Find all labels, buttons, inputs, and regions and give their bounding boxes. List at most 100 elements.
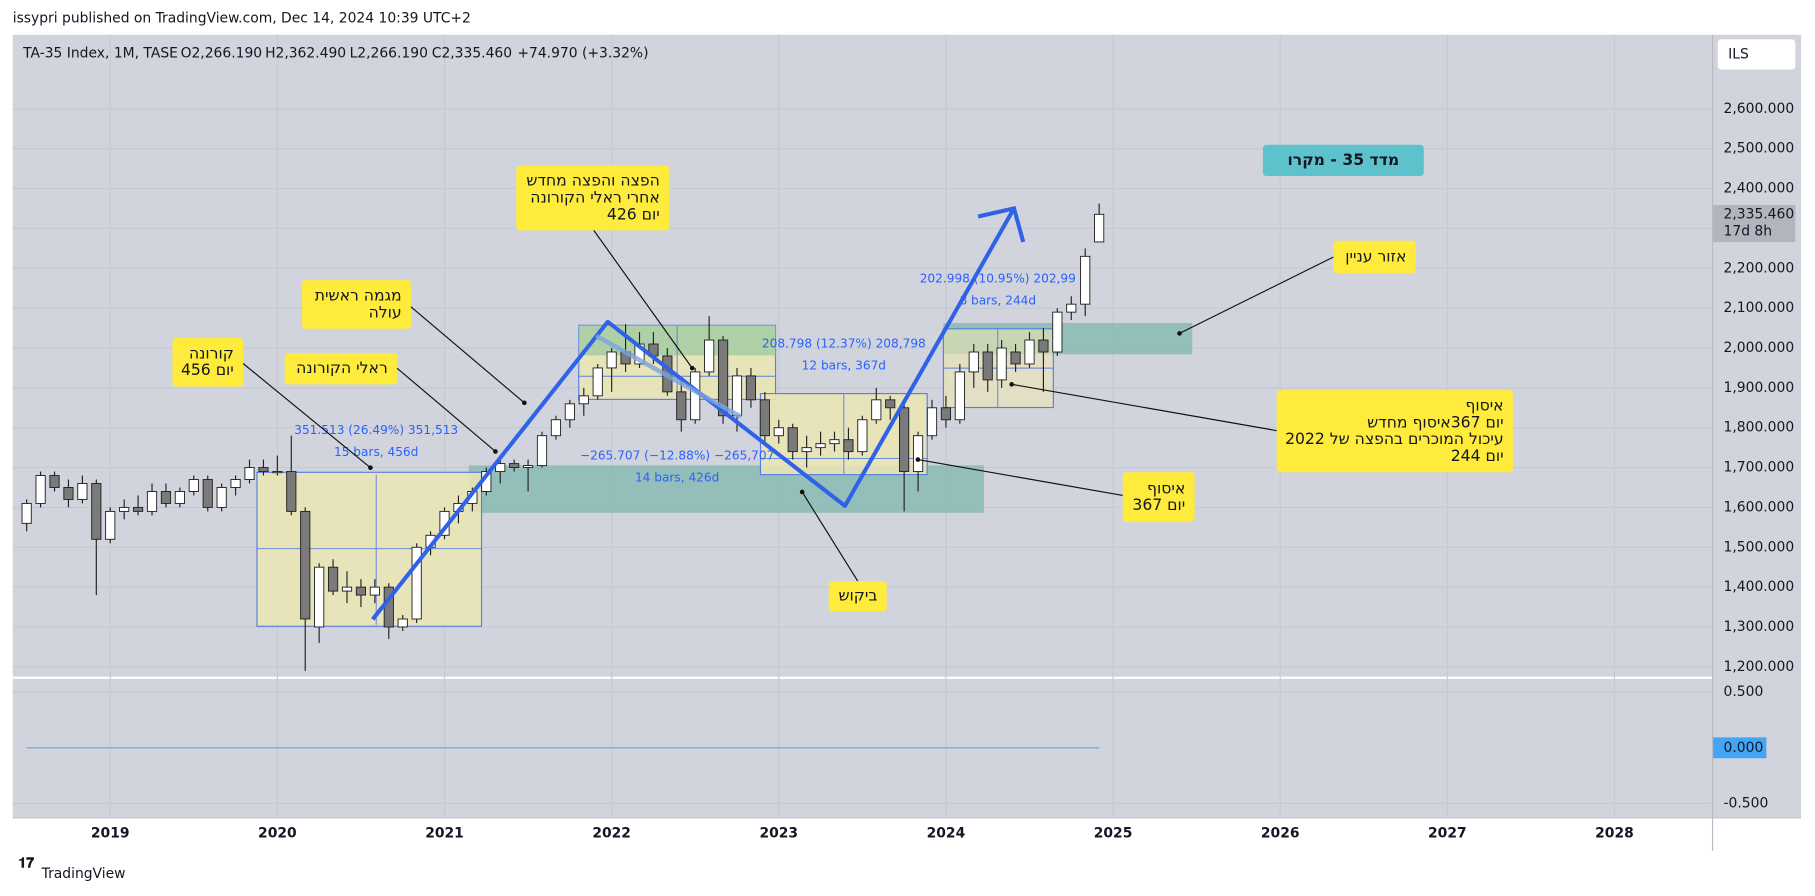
x-tick-label: 2025 <box>1094 825 1133 841</box>
candle-body <box>717 339 729 417</box>
candle-body <box>91 483 102 540</box>
callout-text: יום 456 <box>181 361 234 379</box>
candle-body <box>1038 339 1049 353</box>
y-tick-label: 1,500.000 <box>1724 539 1795 555</box>
candle-body <box>522 465 534 469</box>
callout-box <box>302 280 411 329</box>
publish-header: issypri published on TradingView.com, De… <box>13 11 471 27</box>
footer: TradingView <box>41 866 126 882</box>
candle-body <box>369 586 380 596</box>
candle-body <box>704 339 715 373</box>
candle-body <box>940 407 952 421</box>
candle-body <box>773 427 784 437</box>
x-tick-label: 2028 <box>1595 825 1634 841</box>
candle-body <box>272 471 283 474</box>
y-tick-label: 2,400.000 <box>1724 181 1795 197</box>
candle-body <box>550 419 562 437</box>
callout-text: איסוף <box>1465 397 1503 415</box>
callout-line <box>410 306 525 404</box>
callout-line <box>396 367 496 452</box>
legend-item: L2,266.190 <box>350 45 428 61</box>
candle-body <box>815 443 826 449</box>
candle-body <box>397 618 408 628</box>
callout-text: מגמה ראשית <box>315 287 402 305</box>
candle-body <box>230 479 241 488</box>
callout-dot <box>493 449 498 454</box>
currency[interactable]: ILS <box>1728 46 1749 62</box>
candle-body <box>202 479 213 508</box>
candle-body <box>829 439 840 445</box>
last-value-box <box>1713 737 1767 759</box>
callout-box <box>1333 240 1416 274</box>
candle-body <box>495 463 506 473</box>
candle-body <box>1010 351 1021 365</box>
measure-label: 8 bars, 244d <box>959 293 1036 307</box>
candle-body <box>968 351 979 373</box>
callout-box <box>1122 472 1195 523</box>
candle-body <box>1052 311 1063 353</box>
candle-body <box>355 586 367 596</box>
y-tick-label: -0.500 <box>1724 795 1769 811</box>
callout-line <box>593 230 693 369</box>
x-tick-label: 2019 <box>91 825 130 841</box>
callout-box <box>1276 390 1513 473</box>
candle-body <box>1066 303 1077 313</box>
candle-body <box>49 475 60 488</box>
candle-body <box>954 371 965 421</box>
logo: 𝟏𝟕 <box>19 856 35 872</box>
currency-button[interactable] <box>1717 39 1796 70</box>
candle-body <box>77 483 88 500</box>
y-tick-label: 1,700.000 <box>1724 460 1795 476</box>
chart-annotation-title: מדד 35 - מקרו <box>1287 151 1399 169</box>
measure-label: 15 bars, 456d <box>334 445 418 459</box>
x-tick-label: 2023 <box>759 825 798 841</box>
last-price-label: 2,335.460 <box>1724 206 1795 222</box>
legend-item: O2,266.190 <box>181 45 263 61</box>
x-tick-label: 2027 <box>1428 825 1467 841</box>
measure-label: 351.513 (26.49%) 351,513 <box>294 423 458 437</box>
last-price-box <box>1713 205 1796 243</box>
legend-item: H2,362.490 <box>265 45 346 61</box>
candle-body <box>105 510 116 540</box>
candle-body <box>857 419 868 453</box>
callout-text: עיכול המוכרים בהפצה של 2022 <box>1285 430 1504 448</box>
y-tick-label: 2,600.000 <box>1724 101 1795 117</box>
candle-body <box>160 491 172 504</box>
candle-body <box>411 546 422 620</box>
callout-text: ראלי הקורונה <box>296 359 388 377</box>
candle-body <box>982 351 993 381</box>
callout-text: ביקוש <box>838 587 877 605</box>
callout-text: יום 244 <box>1451 447 1504 465</box>
y-tick-label: 0.500 <box>1724 684 1764 700</box>
callout-text: אחרי ראלי הקורונה <box>530 188 660 206</box>
y-tick-label: 1,200.000 <box>1724 659 1795 675</box>
measure-label: 208.798 (12.37%) 208,798 <box>762 336 926 350</box>
bar-countdown: 17d 8h <box>1724 224 1773 240</box>
callout-text: יום 367 <box>1132 496 1185 514</box>
callout-dot <box>368 465 373 470</box>
candle-body <box>787 427 798 453</box>
candle-body <box>731 375 743 417</box>
candle-body <box>996 347 1007 381</box>
callout-line <box>1179 256 1334 334</box>
candle-body <box>926 407 938 437</box>
candle-body <box>885 399 896 409</box>
candle-body <box>188 479 199 492</box>
candle-body <box>258 467 269 473</box>
candle-body <box>745 375 757 401</box>
callout-dot <box>1177 331 1182 336</box>
candle-body <box>21 502 32 524</box>
y-tick-label: 2,100.000 <box>1724 300 1795 316</box>
candle-body <box>1024 339 1035 365</box>
callout-line <box>801 491 859 582</box>
candle-body <box>676 391 687 421</box>
candle-body <box>286 471 297 512</box>
callout-dot <box>915 457 921 462</box>
candle-body <box>759 399 770 437</box>
candle-body <box>341 586 353 592</box>
candle-body <box>132 506 144 512</box>
trend-arrow-overlay <box>594 333 742 419</box>
callout-dot <box>522 400 527 406</box>
